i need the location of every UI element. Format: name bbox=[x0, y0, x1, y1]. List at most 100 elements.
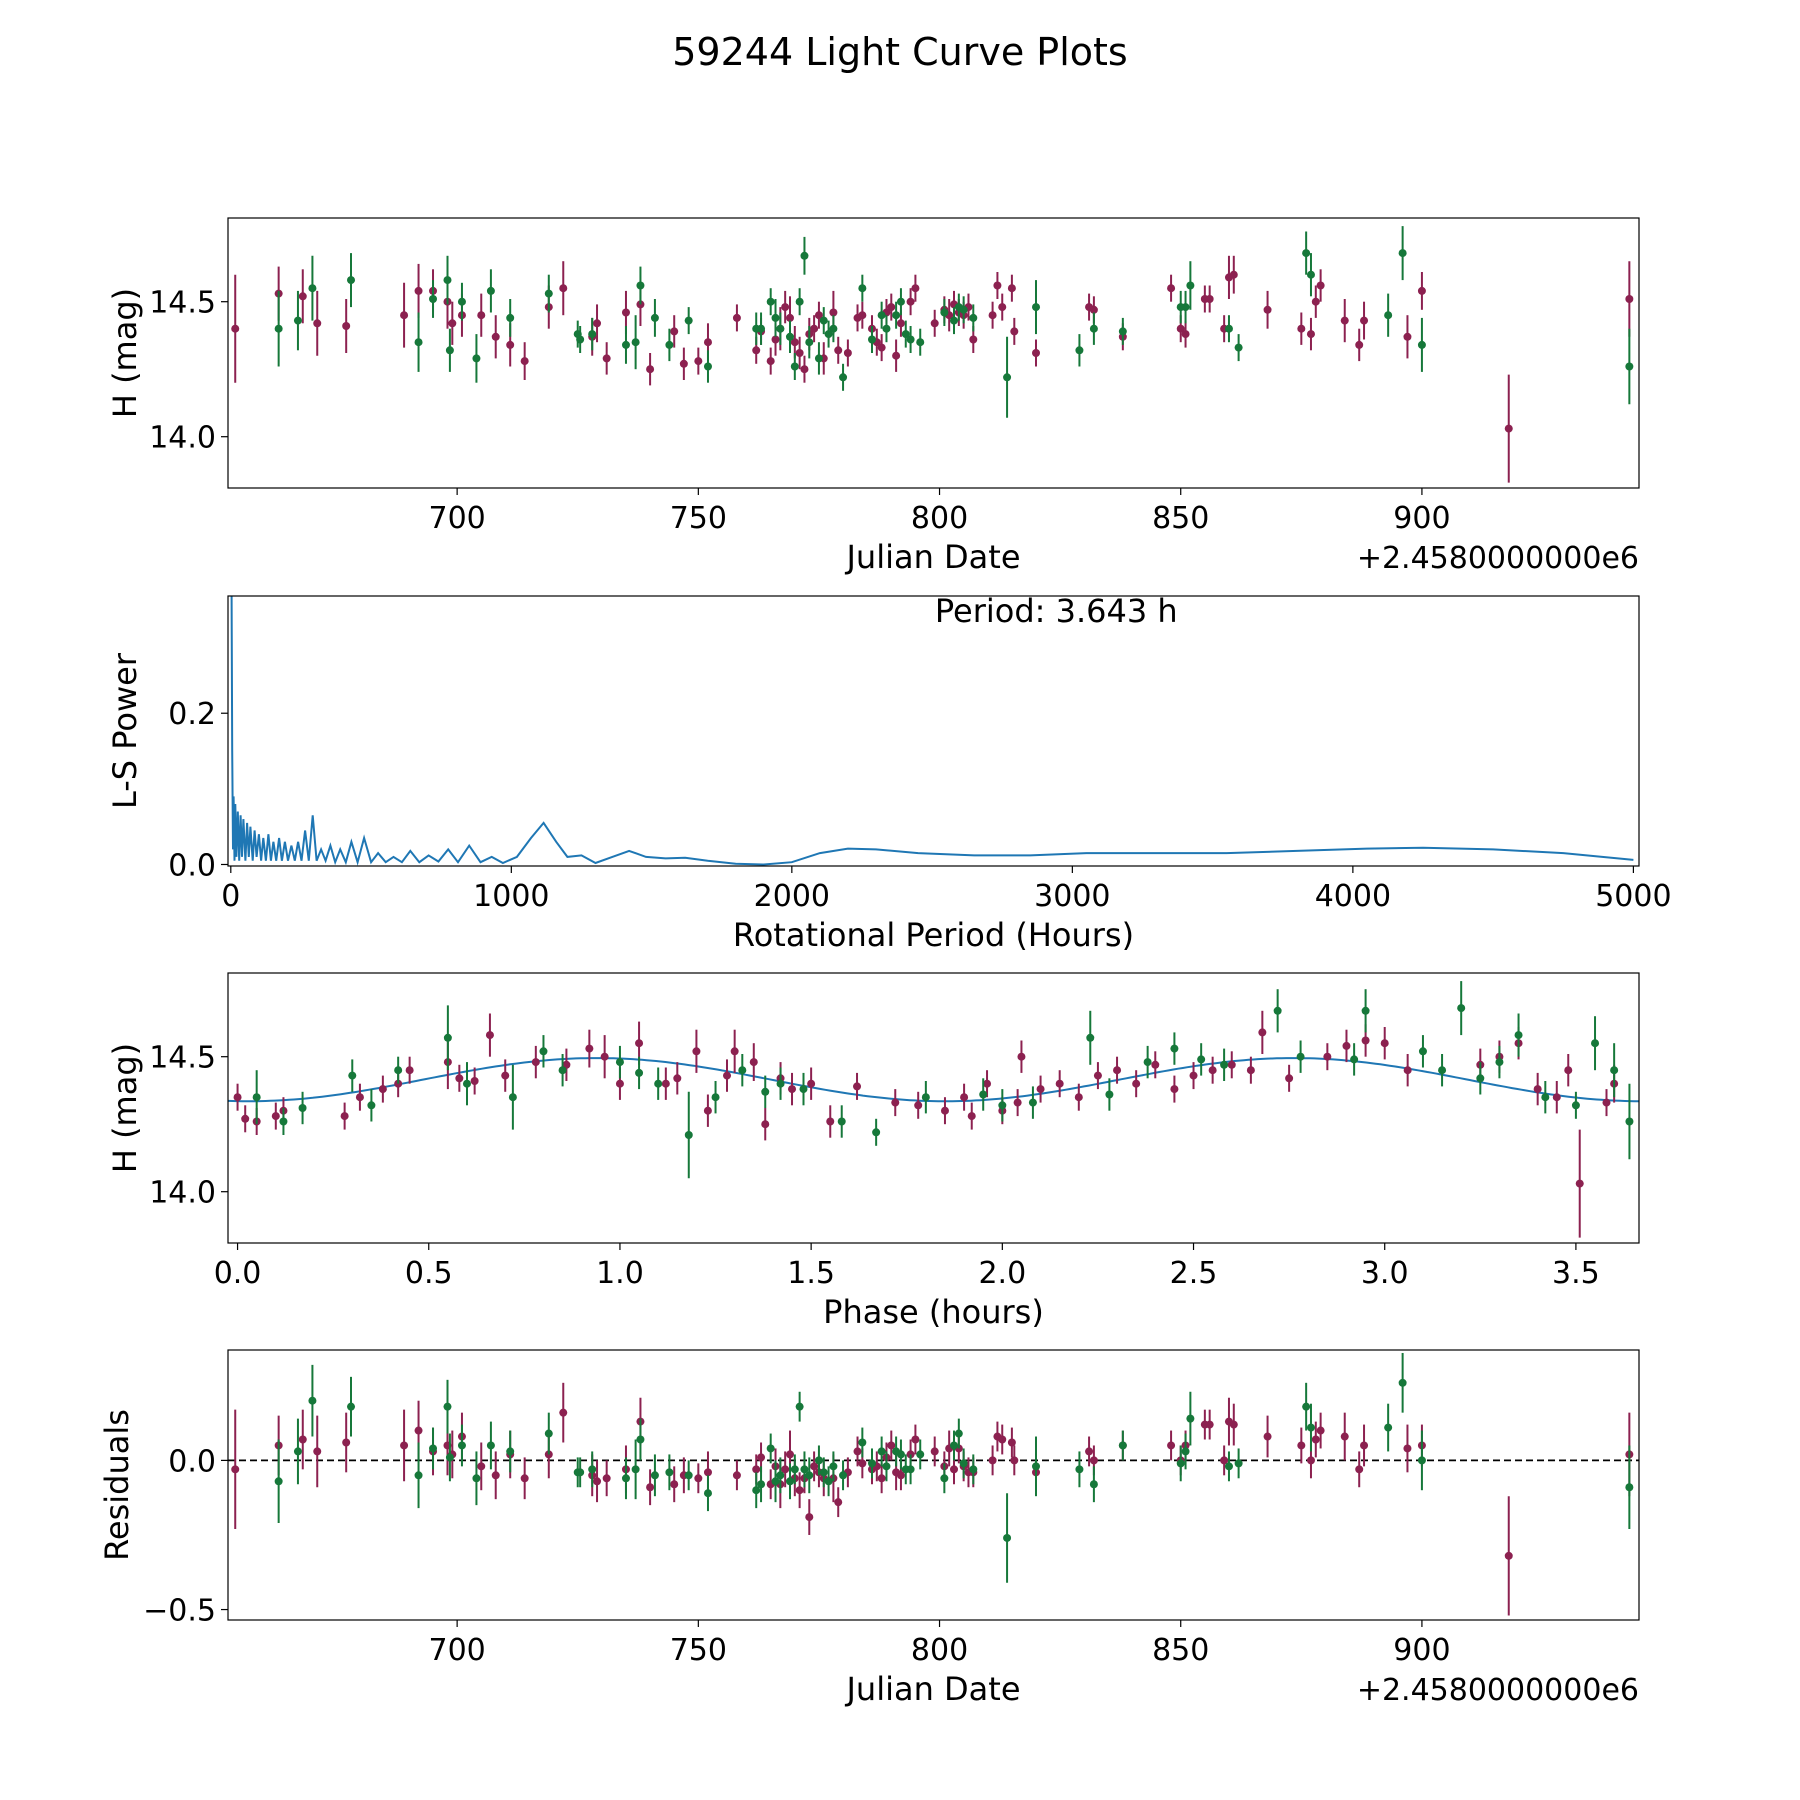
data-point bbox=[810, 324, 819, 333]
data-point bbox=[293, 316, 302, 325]
panel1-panel: 700 750 800 850 900 14.0 14.5 Julian Date H (mag… bbox=[106, 217, 1640, 576]
data-point bbox=[457, 297, 466, 306]
data-point bbox=[1089, 305, 1098, 314]
x-tick-label: 1.5 bbox=[787, 1256, 835, 1291]
data-point bbox=[1384, 1423, 1393, 1432]
data-point bbox=[600, 1052, 609, 1061]
data-point bbox=[1476, 1074, 1485, 1083]
data-point bbox=[826, 1117, 835, 1126]
data-point bbox=[829, 308, 838, 317]
series-b bbox=[252, 981, 1634, 1179]
data-point bbox=[1273, 1006, 1282, 1015]
data-point bbox=[799, 1085, 808, 1094]
data-point bbox=[1220, 1456, 1229, 1465]
data-point bbox=[824, 1477, 833, 1486]
data-point bbox=[443, 276, 452, 285]
data-point bbox=[1438, 1066, 1447, 1075]
data-point bbox=[790, 338, 799, 347]
data-point bbox=[274, 324, 283, 333]
data-point bbox=[1342, 1041, 1351, 1050]
data-point bbox=[1176, 1459, 1185, 1468]
data-point bbox=[930, 1447, 939, 1456]
data-point bbox=[730, 1047, 739, 1056]
data-point bbox=[558, 1066, 567, 1075]
data-point bbox=[867, 1459, 876, 1468]
data-point bbox=[911, 284, 920, 293]
series-b bbox=[274, 1352, 1634, 1583]
data-point bbox=[771, 1477, 780, 1486]
x-tick-label: 3.0 bbox=[1361, 1256, 1409, 1291]
data-point bbox=[1205, 295, 1214, 303]
data-point bbox=[896, 297, 905, 306]
data-point bbox=[635, 1068, 644, 1077]
data-point bbox=[1234, 343, 1243, 352]
data-point bbox=[785, 1450, 794, 1459]
data-point bbox=[757, 324, 766, 333]
data-point bbox=[906, 335, 915, 344]
data-point bbox=[1017, 1052, 1026, 1061]
data-point bbox=[491, 332, 500, 341]
data-point bbox=[1151, 1060, 1160, 1069]
data-point bbox=[853, 1082, 862, 1091]
data-point bbox=[993, 281, 1002, 290]
data-point bbox=[477, 1462, 486, 1471]
data-point bbox=[1311, 297, 1320, 306]
data-point bbox=[1003, 1533, 1012, 1542]
data-point bbox=[1495, 1058, 1504, 1067]
data-point bbox=[810, 1462, 819, 1471]
x-axis-label: Phase (hours) bbox=[823, 1293, 1044, 1331]
data-point bbox=[711, 1093, 720, 1102]
data-point bbox=[916, 338, 925, 347]
data-point bbox=[1089, 324, 1098, 333]
data-point bbox=[231, 324, 240, 333]
axes-frame bbox=[227, 595, 1640, 867]
data-point bbox=[539, 1047, 548, 1056]
data-point bbox=[940, 1474, 949, 1483]
data-point bbox=[896, 1450, 905, 1459]
data-point bbox=[703, 362, 712, 371]
data-point bbox=[1625, 362, 1634, 371]
data-point bbox=[308, 1396, 317, 1405]
data-point bbox=[1384, 311, 1393, 320]
data-point bbox=[1007, 1438, 1016, 1447]
data-point bbox=[1220, 1060, 1229, 1069]
data-point bbox=[443, 1402, 452, 1411]
data-point bbox=[1417, 1456, 1426, 1465]
data-point bbox=[752, 1465, 761, 1474]
data-point bbox=[1340, 316, 1349, 325]
data-point bbox=[829, 324, 838, 333]
data-point bbox=[520, 1474, 529, 1483]
data-point bbox=[593, 319, 602, 328]
data-point bbox=[602, 1474, 611, 1483]
data-point bbox=[834, 346, 843, 355]
data-point bbox=[531, 1058, 540, 1067]
data-point bbox=[839, 373, 848, 382]
data-point bbox=[872, 1128, 881, 1137]
data-point bbox=[646, 1483, 655, 1492]
data-point bbox=[1032, 349, 1041, 357]
data-point bbox=[1403, 1444, 1412, 1453]
data-point bbox=[1010, 1456, 1019, 1465]
data-point bbox=[636, 281, 645, 290]
data-point bbox=[877, 1474, 886, 1483]
data-point bbox=[781, 303, 790, 312]
data-point bbox=[1306, 270, 1315, 279]
figure-title: 59244 Light Curve Plots bbox=[672, 30, 1128, 74]
data-point bbox=[1170, 1085, 1179, 1094]
data-point bbox=[588, 330, 597, 339]
data-point bbox=[959, 1459, 968, 1468]
y-axis-label: L-S Power bbox=[106, 652, 144, 809]
data-point bbox=[271, 1112, 280, 1121]
x-tick-label: 800 bbox=[911, 501, 968, 536]
data-point bbox=[998, 303, 1007, 312]
data-point bbox=[1361, 1006, 1370, 1015]
data-point bbox=[1360, 1441, 1369, 1450]
data-point bbox=[1403, 1066, 1412, 1075]
data-point bbox=[231, 1465, 240, 1474]
data-point bbox=[429, 295, 438, 303]
data-point bbox=[1323, 1052, 1332, 1061]
data-point bbox=[298, 292, 307, 301]
data-point bbox=[233, 1093, 242, 1102]
data-point bbox=[1625, 295, 1634, 303]
fit-curve-line bbox=[228, 1057, 1639, 1103]
